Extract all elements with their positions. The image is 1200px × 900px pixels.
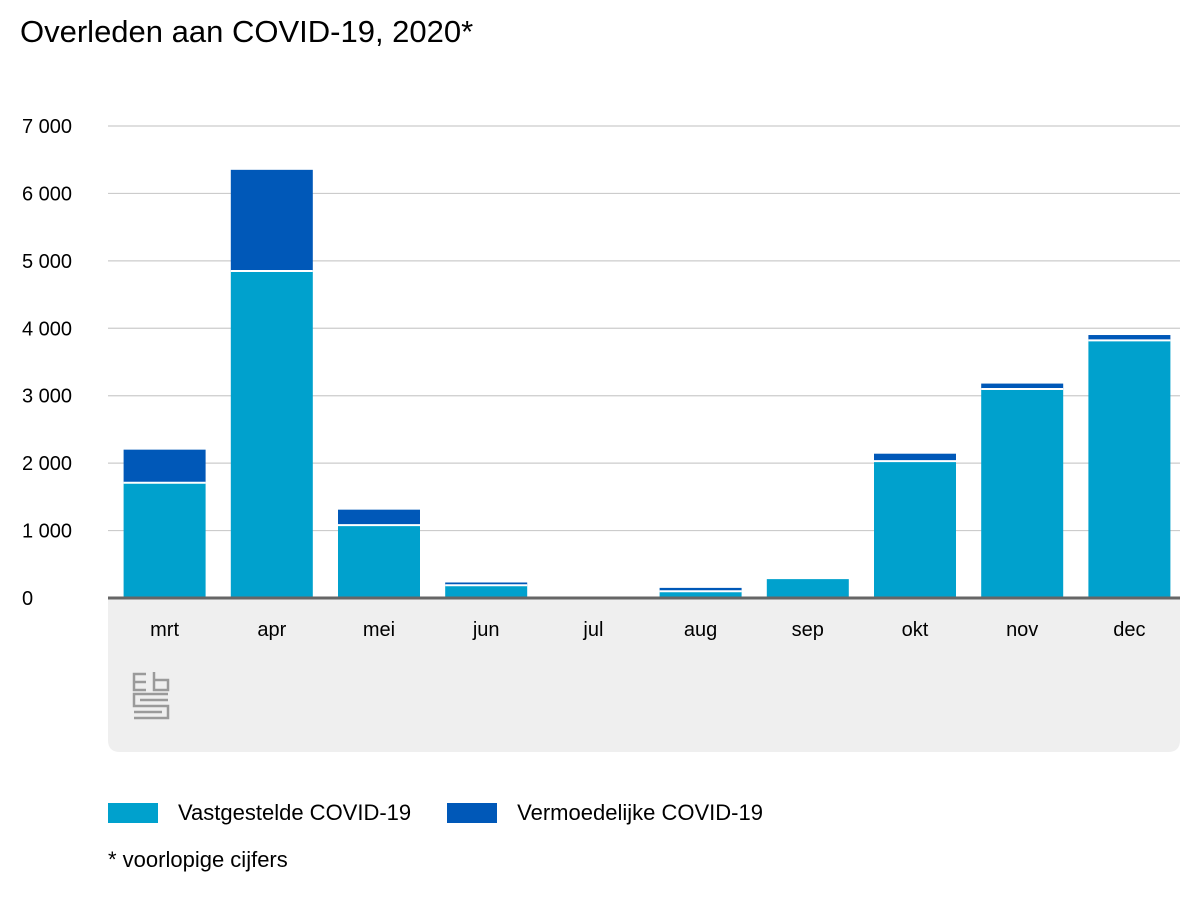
x-tick-label-mrt: mrt [150, 619, 179, 641]
bar-nov-vastgestelde [981, 388, 1064, 598]
bar-mrt-vermoedelijke [123, 449, 206, 483]
bar-aug-vermoedelijke [659, 587, 742, 592]
bar-jun-vastgestelde [445, 585, 528, 598]
bar-okt-vastgestelde [874, 461, 956, 598]
y-tick-label-2000: 2 000 [22, 453, 72, 475]
legend-item-vastgestelde: Vastgestelde COVID-19 [108, 800, 411, 826]
x-tick-label-dec: dec [1113, 619, 1145, 641]
y-tick-label-6000: 6 000 [22, 183, 72, 205]
cbs-logo [132, 672, 170, 720]
y-tick-label-1000: 1 000 [22, 521, 72, 543]
bar-nov-vermoedelijke [981, 383, 1064, 389]
bar-aug-vastgestelde [659, 591, 742, 598]
x-tick-label-sep: sep [792, 619, 824, 641]
x-tick-label-mei: mei [363, 619, 395, 641]
legend-swatch-vermoedelijke [447, 803, 498, 823]
x-tick-label-jul: jul [582, 619, 603, 641]
legend: Vastgestelde COVID-19 Vermoedelijke COVI… [108, 800, 799, 826]
bars [123, 169, 1171, 598]
x-tick-label-nov: nov [1006, 619, 1038, 641]
y-tick-label-0: 0 [22, 588, 33, 610]
bar-apr-vermoedelijke [230, 169, 313, 271]
bar-mei-vastgestelde [338, 525, 420, 598]
bar-dec-vermoedelijke [1088, 335, 1171, 341]
x-tick-label-apr: apr [257, 619, 286, 641]
bar-mei-vermoedelijke [338, 509, 420, 526]
x-axis-panel [108, 598, 1180, 752]
bar-okt-vermoedelijke [874, 453, 956, 462]
bar-chart: 0 1 000 2 000 3 000 4 000 5 000 6 000 7 000 mrt… [22, 116, 1180, 752]
legend-label-vermoedelijke: Vermoedelijke COVID-19 [517, 800, 763, 825]
x-tick-label-jun: jun [472, 619, 500, 641]
y-tick-label-5000: 5 000 [22, 251, 72, 273]
x-tick-label-aug: aug [684, 619, 717, 641]
legend-swatch-vastgestelde [108, 803, 158, 823]
x-tick-labels: mrt apr mei jun jul aug sep okt nov dec [150, 619, 1145, 641]
chart-title: Overleden aan COVID-19, 2020* [20, 14, 474, 49]
legend-label-vastgestelde: Vastgestelde COVID-19 [178, 800, 412, 825]
y-tick-label-3000: 3 000 [22, 386, 72, 408]
bar-mrt-vastgestelde [123, 482, 206, 598]
bar-apr-vastgestelde [230, 270, 313, 598]
legend-item-vermoedelijke: Vermoedelijke COVID-19 [447, 800, 763, 826]
y-tick-labels: 0 1 000 2 000 3 000 4 000 5 000 6 000 7 000 [22, 116, 72, 610]
y-tick-label-4000: 4 000 [22, 318, 72, 340]
bar-sep-vastgestelde [766, 579, 849, 598]
x-tick-label-okt: okt [902, 619, 929, 641]
y-tick-label-7000: 7 000 [22, 116, 72, 138]
bar-jun-vermoedelijke [445, 582, 528, 586]
footnote: * voorlopige cijfers [108, 847, 288, 872]
bar-dec-vastgestelde [1088, 340, 1171, 598]
